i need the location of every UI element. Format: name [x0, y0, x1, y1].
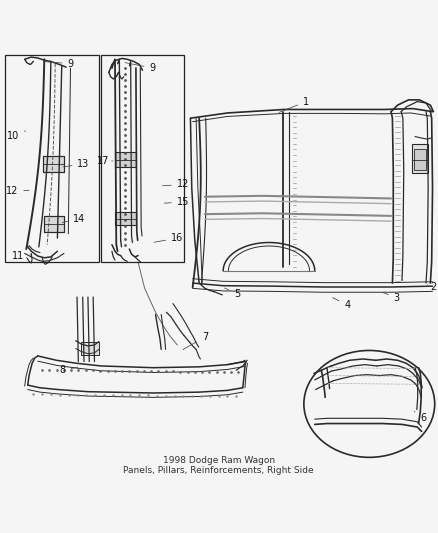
Text: 1: 1: [279, 96, 309, 112]
Text: 17: 17: [96, 156, 113, 166]
Text: 13: 13: [63, 159, 90, 169]
Text: 6: 6: [414, 411, 426, 423]
Text: 3: 3: [382, 292, 400, 303]
Text: 9: 9: [125, 62, 155, 73]
Bar: [115, 212, 136, 225]
Text: 10: 10: [7, 131, 25, 141]
Bar: [412, 144, 428, 173]
Text: 14: 14: [62, 214, 85, 223]
Text: 5: 5: [224, 288, 240, 298]
Bar: [43, 156, 64, 172]
Text: 4: 4: [332, 297, 350, 310]
Bar: [5, 55, 99, 262]
Text: 7: 7: [183, 332, 208, 350]
Text: 11: 11: [12, 252, 31, 262]
Text: 8: 8: [60, 365, 78, 375]
Text: 9: 9: [43, 59, 74, 69]
Bar: [115, 152, 136, 167]
FancyBboxPatch shape: [43, 156, 64, 172]
Bar: [44, 216, 64, 232]
Bar: [81, 342, 99, 354]
FancyBboxPatch shape: [44, 216, 64, 232]
Bar: [101, 55, 184, 262]
Text: 12: 12: [162, 180, 189, 190]
Text: 12: 12: [6, 187, 29, 197]
Bar: [414, 149, 426, 169]
Text: 2: 2: [427, 282, 437, 293]
Text: 1998 Dodge Ram Wagon
Panels, Pillars, Reinforcements, Right Side: 1998 Dodge Ram Wagon Panels, Pillars, Re…: [124, 456, 314, 475]
Text: 16: 16: [154, 233, 184, 243]
Text: 15: 15: [164, 197, 189, 207]
